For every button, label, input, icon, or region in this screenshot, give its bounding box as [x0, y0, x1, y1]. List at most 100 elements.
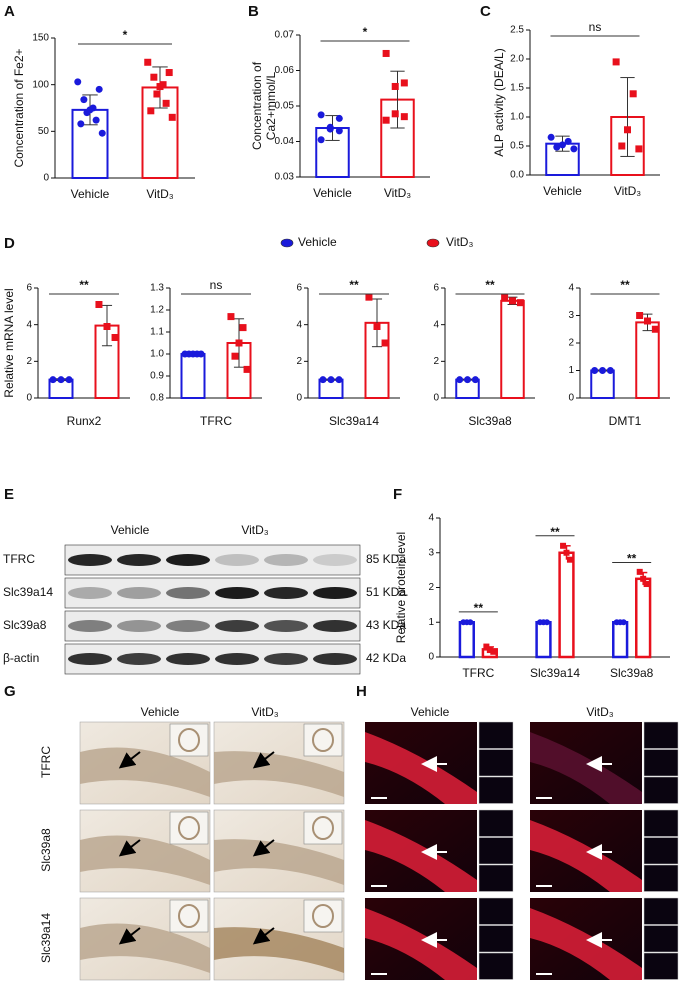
side-panel [643, 897, 679, 925]
blot-band [313, 554, 357, 566]
side-panel [478, 897, 514, 925]
data-point [227, 313, 235, 321]
data-point [563, 549, 570, 556]
blot-band [264, 554, 308, 566]
size-label: 85 KDa [366, 552, 406, 566]
column-label: Vehicle [141, 705, 180, 719]
blot-band [68, 620, 112, 632]
data-point [559, 141, 566, 149]
inset-vessel [178, 728, 200, 752]
y-tick-label: 0.05 [275, 101, 295, 112]
legend-swatch [280, 238, 294, 248]
data-point [464, 376, 471, 384]
bar [535, 621, 552, 659]
x-axis-label: DMT1 [609, 414, 642, 428]
data-point [111, 334, 119, 341]
panel-letter: C [480, 3, 491, 20]
blot-band [166, 587, 210, 599]
y-tick-label: 4 [428, 513, 434, 524]
blot-band [117, 554, 161, 566]
data-point [612, 58, 620, 66]
inset-vessel [178, 816, 200, 840]
x-axis-label: TFRC [200, 414, 232, 428]
blot-band [215, 653, 259, 665]
blot-strip [64, 643, 361, 675]
tissue [80, 747, 210, 797]
significance-label: * [363, 25, 368, 39]
data-point [335, 127, 343, 135]
data-point [564, 137, 572, 145]
x-tick-label: Vehicle [71, 187, 110, 201]
data-point [456, 376, 464, 384]
data-point [326, 125, 334, 133]
size-label: 51 KDa [366, 585, 406, 599]
legend-swatch [426, 238, 440, 248]
blot-band [117, 620, 161, 632]
panel-letter: B [248, 3, 259, 20]
arrow [118, 751, 141, 769]
x-axis-label: Runx2 [67, 414, 102, 428]
data-point [501, 293, 509, 301]
data-point [335, 376, 343, 384]
inset-vessel [312, 904, 334, 928]
y-tick-label: 2 [428, 582, 434, 593]
bar [558, 551, 575, 659]
y-tick-label: 0.0 [510, 170, 524, 181]
bar [635, 577, 652, 659]
y-tick-label: 4 [296, 319, 302, 330]
significance-label: ** [550, 525, 560, 539]
y-tick-label: 1.5 [510, 83, 524, 94]
y-axis-label: Ca2+mmol/L [264, 72, 278, 141]
data-point [231, 352, 239, 360]
blot-band [117, 587, 161, 599]
data-point [165, 69, 173, 77]
data-point [516, 299, 524, 307]
data-point [185, 350, 193, 358]
data-point [509, 297, 516, 305]
y-tick-label: 1.1 [150, 327, 164, 338]
data-point [243, 365, 251, 373]
blot-strip [64, 544, 361, 576]
data-point [636, 568, 643, 575]
y-tick-label: 3 [428, 547, 434, 558]
data-point [150, 73, 158, 81]
data-point [144, 58, 152, 66]
inset-vessel [312, 728, 334, 752]
y-tick-label: 0 [26, 393, 32, 404]
y-tick-label: 6 [296, 283, 302, 294]
panel-letter: F [393, 486, 402, 503]
arrow [118, 927, 141, 945]
arrow [118, 839, 141, 857]
data-point [95, 85, 103, 93]
data-point [543, 619, 550, 626]
row-label: Slc39a8 [39, 828, 53, 872]
tissue [214, 839, 344, 885]
data-point [77, 120, 85, 128]
y-tick-label: 0.06 [275, 65, 295, 76]
y-tick-label: 4 [433, 319, 439, 330]
y-tick-label: 3 [568, 310, 574, 321]
arrow [252, 751, 275, 769]
y-tick-label: 2 [568, 338, 574, 349]
bar [500, 299, 525, 400]
data-point [643, 581, 650, 588]
data-point [74, 78, 82, 86]
blot-band [264, 587, 308, 599]
y-tick-label: 1.2 [150, 305, 164, 316]
data-point [317, 111, 325, 119]
data-point [391, 110, 399, 118]
y-tick-label: 0 [433, 393, 439, 404]
x-tick-label: TFRC [462, 666, 494, 680]
y-tick-label: 0.03 [275, 172, 295, 183]
side-panel [478, 837, 514, 865]
panel-letter: H [356, 683, 367, 700]
data-point [49, 376, 57, 384]
significance-label: ** [474, 601, 484, 615]
data-point [400, 79, 408, 87]
legend-label: Vehicle [298, 235, 337, 249]
side-panel [643, 864, 679, 892]
y-tick-label: 1 [568, 365, 574, 376]
data-point [591, 367, 599, 374]
data-point [95, 301, 103, 308]
data-point [319, 376, 327, 384]
